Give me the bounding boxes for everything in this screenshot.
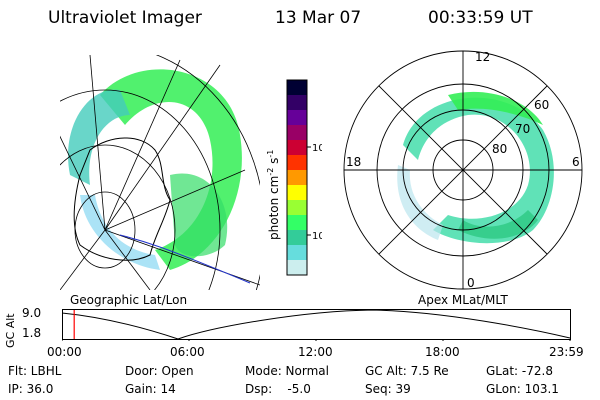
colorbar-swatch [287, 230, 307, 246]
colorbar-swatch [287, 260, 307, 276]
colorbar-label: photon cm-2 s-1 [266, 150, 281, 240]
polar-grid [343, 50, 583, 290]
timeline-ylabel-wrap: GC Alt [2, 306, 18, 353]
aurora-patch [170, 173, 228, 257]
colorbar-swatch [287, 215, 307, 231]
polar-map: 12 18 6 0 60 70 80 [343, 50, 583, 290]
colorbar: 100 10 photon cm-2 s-1 [266, 79, 322, 276]
coastline [73, 137, 171, 261]
timeline-xtick-0600: 06:00 [170, 345, 205, 359]
info-dsp: Dsp: -5.0 [245, 382, 311, 396]
info-gain: Gain: 14 [125, 382, 176, 396]
colorbar-swatch [287, 80, 307, 96]
terminator-line [119, 234, 251, 284]
mlt-label-6: 6 [572, 155, 580, 169]
colorbar-swatch [287, 110, 307, 126]
colorbar-swatch [287, 170, 307, 186]
mlat-label-60: 60 [534, 98, 549, 112]
colorbar-gradient [287, 80, 307, 276]
time-label: 00:33:59 UT [428, 8, 533, 28]
colorbar-swatch [287, 155, 307, 171]
timeline-ylabel: GC Alt [4, 313, 17, 348]
date-label: 13 Mar 07 [275, 8, 362, 28]
timeline-xtick-1200: 12:00 [298, 345, 333, 359]
altitude-curve [62, 309, 571, 340]
colorbar-tick-100: 100 [312, 143, 322, 154]
info-ip: IP: 36.0 [8, 382, 54, 396]
info-door: Door: Open [125, 364, 194, 378]
info-glat: GLat: -72.8 [486, 364, 553, 378]
info-filter: Flt: LBHL [8, 364, 62, 378]
polar-aurora-oval [403, 97, 554, 244]
mlt-label-12: 12 [475, 50, 490, 64]
aurora-band-west [68, 89, 130, 185]
geographic-map [60, 55, 260, 290]
polar-aurora-bottom [458, 210, 538, 239]
colorbar-swatch [287, 140, 307, 156]
colorbar-swatch [287, 245, 307, 261]
svg-text:GC Alt: GC Alt [4, 313, 17, 348]
mlat-label-80: 80 [492, 142, 507, 156]
colorbar-swatch [287, 95, 307, 111]
mlt-label-0: 0 [467, 276, 475, 290]
polar-aurora-top [448, 91, 543, 125]
timeline-xtick-1800: 18:00 [425, 345, 460, 359]
colorbar-swatch [287, 185, 307, 201]
info-seq: Seq: 39 [365, 382, 411, 396]
mlat-label-70: 70 [515, 122, 530, 136]
timeline-xtick-0000: 00:00 [47, 345, 82, 359]
colorbar-swatch [287, 125, 307, 141]
timeline-ytick-top: 9.0 [22, 306, 42, 320]
info-mode: Mode: Normal [245, 364, 329, 378]
mlt-label-18: 18 [346, 155, 361, 169]
aurora-band-south [80, 195, 160, 270]
colorbar-swatch [287, 200, 307, 216]
timeline-plot [62, 309, 571, 341]
geo-panel-label: Geographic Lat/Lon [70, 293, 188, 307]
info-gc-alt: GC Alt: 7.5 Re [365, 364, 449, 378]
timeline-ytick-bottom: 1.8 [22, 326, 42, 340]
info-glon: GLon: 103.1 [486, 382, 559, 396]
app-title: Ultraviolet Imager [48, 8, 202, 28]
timeline-xtick-2359: 23:59 [549, 345, 584, 359]
colorbar-tick-10: 10 [312, 231, 322, 242]
polar-panel-label: Apex MLat/MLT [418, 293, 508, 307]
